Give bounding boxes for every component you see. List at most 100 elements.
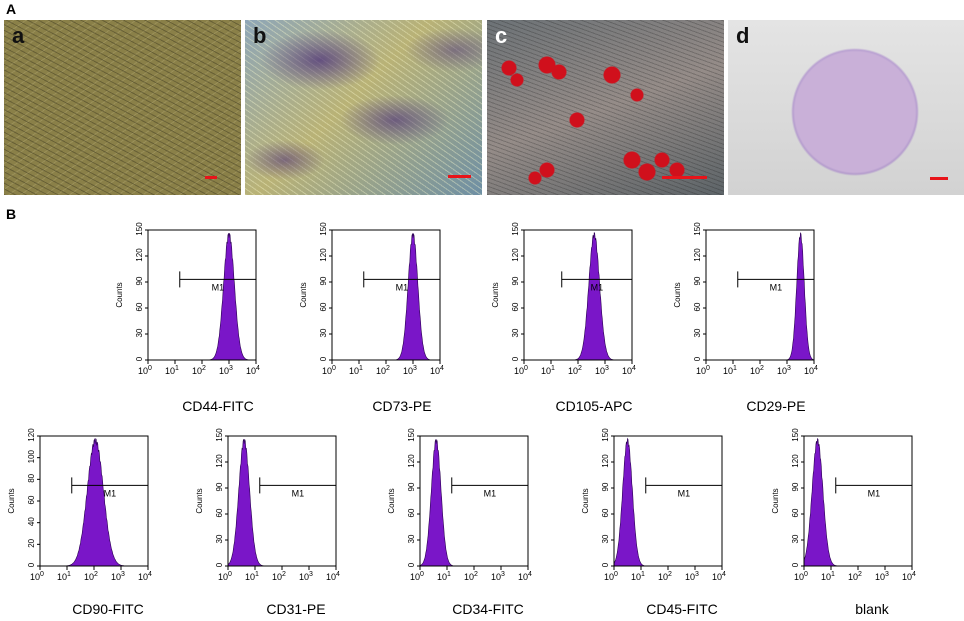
x-tick-label: 101 — [57, 571, 71, 582]
y-tick-label: 60 — [407, 508, 416, 517]
gate-label: M1 — [484, 488, 497, 498]
x-tick-label: 104 — [246, 365, 260, 376]
x-tick-label: 101 — [821, 571, 835, 582]
x-tick-label: 100 — [30, 571, 44, 582]
x-tick-label: 103 — [595, 365, 609, 376]
gate-label: M1 — [678, 488, 691, 498]
x-tick-label: 100 — [138, 365, 152, 376]
panel-a-letter: A — [6, 1, 17, 17]
x-tick-label: 103 — [777, 365, 791, 376]
y-tick-label: 120 — [693, 248, 702, 262]
y-tick-label: 0 — [135, 356, 144, 361]
y-tick-label: 120 — [407, 454, 416, 468]
y-tick-label: 90 — [601, 482, 610, 491]
y-axis-label: Counts — [581, 488, 590, 513]
x-tick-label: 100 — [410, 571, 424, 582]
histogram-fill — [613, 437, 722, 567]
y-tick-label: 30 — [693, 328, 702, 337]
y-tick-label: 60 — [601, 508, 610, 517]
histogram-cd105-apc: 0 30 60 90 120 150 Counts 100 101 102 103 104 M1 — [488, 222, 668, 387]
y-tick-label: 150 — [511, 222, 520, 236]
micrograph-d-label: d — [736, 23, 750, 48]
histogram-cd105-apc-svg: 0 30 60 90 120 150 Counts 100 101 102 103 104 M1 — [491, 222, 636, 376]
gate-label: M1 — [770, 282, 783, 292]
y-axis-label: Counts — [115, 282, 124, 307]
y-tick-label: 0 — [601, 562, 610, 567]
x-tick-label: 101 — [349, 365, 363, 376]
y-tick-label: 90 — [319, 276, 328, 285]
histogram-cd34-fitc-svg: 0 30 60 90 120 150 Counts 100 101 102 103 104 M1 — [387, 428, 532, 582]
micrograph-c-label: c — [495, 23, 508, 48]
x-tick-label: 102 — [84, 571, 98, 582]
x-tick-label: 104 — [712, 571, 726, 582]
x-tick-label: 101 — [631, 571, 645, 582]
histogram-cd105-apc-xlabel: CD105-APC — [555, 398, 633, 414]
y-tick-label: 0 — [27, 562, 36, 567]
scale-bar-c — [662, 176, 707, 179]
y-tick-label: 40 — [27, 517, 36, 526]
histogram-cd29-pe-xlabel: CD29-PE — [746, 398, 806, 414]
histogram-fill — [706, 232, 815, 361]
micrograph-b-label: b — [253, 23, 267, 48]
histogram-cd44-fitc: 0 30 60 90 120 150 Counts 100 101 102 103 104 M1 — [112, 222, 292, 387]
histogram-cd34-fitc-xlabel: CD34-FITC — [452, 601, 524, 617]
histogram-fill — [227, 439, 336, 567]
histogram-cd29-pe: 0 30 60 90 120 150 Counts 100 101 102 103 104 M1 — [670, 222, 850, 387]
histogram-cd31-pe-svg: 0 30 60 90 120 150 Counts 100 101 102 103 104 M1 — [195, 428, 340, 582]
histogram-cd45-fitc-xlabel: CD45-FITC — [646, 601, 718, 617]
y-tick-label: 30 — [601, 534, 610, 543]
x-tick-label: 104 — [518, 571, 532, 582]
y-tick-label: 0 — [693, 356, 702, 361]
gate-label: M1 — [292, 488, 305, 498]
y-tick-label: 0 — [407, 562, 416, 567]
x-tick-label: 103 — [299, 571, 313, 582]
y-tick-label: 0 — [215, 562, 224, 567]
histogram-fill — [40, 438, 148, 567]
scale-bar-b — [448, 175, 471, 178]
histogram-cd73-pe-svg: 0 30 60 90 120 150 Counts 100 101 102 103 104 M1 — [299, 222, 444, 376]
y-tick-label: 80 — [27, 473, 36, 482]
y-tick-label: 0 — [319, 356, 328, 361]
histogram-cd73-pe-xlabel: CD73-PE — [372, 398, 432, 414]
gate-label: M1 — [591, 282, 604, 292]
y-tick-label: 20 — [27, 538, 36, 547]
y-tick-label: 30 — [791, 534, 800, 543]
gate-label: M1 — [396, 282, 409, 292]
x-tick-label: 102 — [464, 571, 478, 582]
micrograph-c: c — [487, 20, 724, 195]
y-tick-label: 0 — [511, 356, 520, 361]
y-tick-label: 150 — [407, 428, 416, 442]
x-tick-label: 102 — [568, 365, 582, 376]
y-axis-label: Counts — [491, 282, 500, 307]
plot-frame — [523, 229, 633, 361]
y-tick-label: 90 — [135, 276, 144, 285]
x-tick-label: 103 — [219, 365, 233, 376]
y-tick-label: 60 — [319, 302, 328, 311]
y-tick-label: 30 — [135, 328, 144, 337]
histogram-cd34-fitc: 0 30 60 90 120 150 Counts 100 101 102 103 104 M1 — [384, 428, 564, 593]
y-axis-label: Counts — [299, 282, 308, 307]
y-tick-label: 60 — [511, 302, 520, 311]
x-tick-label: 101 — [245, 571, 259, 582]
histogram-cd31-pe-xlabel: CD31-PE — [266, 601, 326, 617]
x-tick-label: 101 — [437, 571, 451, 582]
x-tick-label: 104 — [326, 571, 340, 582]
plot-frame — [147, 229, 257, 361]
plot-frame — [331, 229, 441, 361]
y-tick-label: 90 — [791, 482, 800, 491]
x-tick-label: 100 — [696, 365, 710, 376]
histogram-cd45-fitc-svg: 0 30 60 90 120 150 Counts 100 101 102 103 104 M1 — [581, 428, 726, 582]
y-axis-label: Counts — [387, 488, 396, 513]
y-tick-label: 100 — [27, 449, 36, 463]
y-axis-label: Counts — [7, 488, 16, 513]
y-tick-label: 150 — [601, 428, 610, 442]
x-tick-label: 102 — [750, 365, 764, 376]
micrograph-b: b — [245, 20, 482, 195]
x-tick-label: 100 — [218, 571, 232, 582]
x-tick-label: 104 — [622, 365, 636, 376]
y-tick-label: 90 — [693, 276, 702, 285]
y-tick-label: 120 — [27, 428, 36, 442]
y-tick-label: 90 — [407, 482, 416, 491]
y-tick-label: 120 — [215, 454, 224, 468]
x-tick-label: 103 — [685, 571, 699, 582]
